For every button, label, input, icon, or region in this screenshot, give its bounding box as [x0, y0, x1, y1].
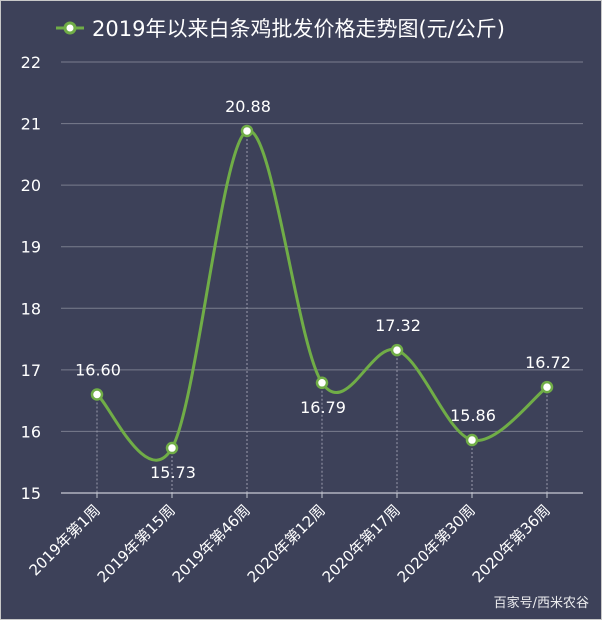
data-point [465, 433, 479, 447]
data-label: 15.86 [450, 406, 496, 425]
data-label: 15.73 [150, 463, 196, 482]
y-tick-label: 18 [21, 299, 41, 318]
data-label: 17.32 [375, 316, 421, 335]
y-tick-label: 20 [21, 176, 41, 195]
legend-label: 2019年以来白条鸡批发价格走势图(元/公斤) [92, 17, 505, 41]
x-tick-label: 2019年第15周 [94, 501, 179, 586]
x-tick-label: 2019年第1周 [26, 501, 104, 579]
y-tick-label: 21 [21, 115, 41, 134]
grid-lines [61, 61, 583, 432]
y-axis: 15 16 17 18 19 20 21 22 [21, 53, 41, 503]
x-tick-label: 2020年第17周 [319, 501, 404, 586]
legend: 2019年以来白条鸡批发价格走势图(元/公斤) [56, 17, 505, 41]
y-tick-label: 19 [21, 238, 41, 257]
data-label: 20.88 [225, 97, 271, 116]
data-point [165, 441, 179, 455]
series [90, 124, 554, 462]
data-label: 16.79 [300, 398, 346, 417]
y-tick-label: 17 [21, 361, 41, 380]
data-point [390, 343, 404, 357]
y-tick-label: 22 [21, 53, 41, 72]
data-label: 16.60 [75, 360, 121, 379]
legend-marker [63, 21, 77, 35]
x-tick-label: 2020年第30周 [394, 501, 479, 586]
x-axis: 2019年第1周2019年第15周2019年第46周2020年第12周2020年… [26, 492, 583, 586]
data-point [315, 376, 329, 390]
y-tick-label: 15 [21, 484, 41, 503]
data-point [240, 124, 254, 138]
x-tick-label: 2020年第36周 [469, 501, 554, 586]
y-tick-label: 16 [21, 422, 41, 441]
watermark-text: 百家号/西米农谷 [493, 596, 589, 611]
x-tick-label: 2020年第12周 [244, 501, 329, 586]
data-label: 16.72 [525, 353, 571, 372]
data-point [90, 388, 104, 401]
drop-lines [96, 130, 548, 493]
data-point [540, 380, 554, 394]
data-labels: 16.60 15.73 20.88 16.79 17.32 15.86 16.72 [75, 97, 571, 482]
x-tick-label: 2019年第46周 [169, 501, 254, 586]
